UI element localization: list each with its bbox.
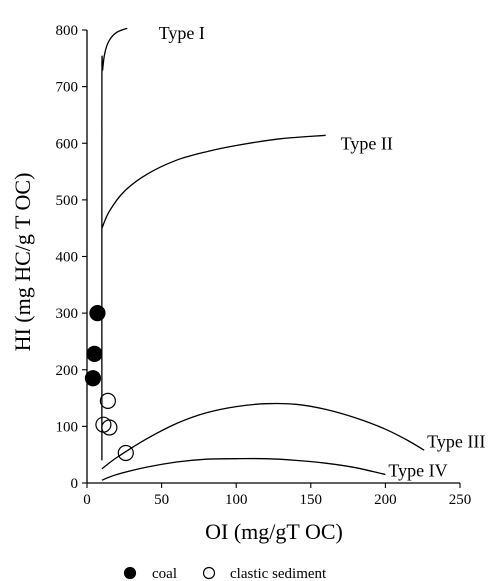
y-tick-label: 600: [56, 136, 79, 152]
x-tick-label: 250: [449, 492, 472, 508]
y-tick-label: 0: [71, 476, 79, 492]
curve-type-ii: [101, 134, 326, 229]
y-tick-label: 800: [56, 23, 79, 39]
point-clastic-sediment: [99, 392, 116, 409]
legend: coal clastic sediment: [123, 566, 327, 581]
legend-marker-clastic-sediment: [202, 566, 216, 580]
x-tick-label: 200: [374, 492, 397, 508]
ticks-layer: 0 50 100 150 200 250 0 100 200 300 400 500 600 700 800: [56, 23, 472, 508]
y-tick-label: 100: [56, 419, 79, 435]
y-tick-label: 300: [56, 306, 79, 322]
curve-labels-layer: Type I Type II Type III Type IV: [159, 23, 486, 481]
x-tick-label: 0: [83, 492, 91, 508]
x-tick-label: 150: [300, 492, 323, 508]
legend-label-clastic-sediment: clastic sediment: [230, 566, 327, 581]
point-coal: [86, 345, 103, 362]
curves-layer: [101, 27, 425, 481]
y-tick-label: 200: [56, 363, 79, 379]
curve-label-type-i: Type I: [159, 23, 205, 43]
y-tick-label: 400: [56, 250, 79, 266]
point-coal: [84, 370, 102, 387]
point-clastic-sediment: [117, 444, 134, 462]
curve-label-type-iii: Type III: [427, 432, 485, 452]
points-layer: [84, 305, 134, 462]
legend-marker-coal: [123, 566, 137, 580]
curve-type-iv: [101, 457, 386, 481]
y-axis-title: HI (mg HC/g T OC): [10, 173, 35, 352]
axes-layer: [86, 30, 460, 484]
point-coal: [89, 305, 106, 322]
y-tick-label: 500: [56, 193, 79, 209]
y-tick-label: 700: [56, 80, 79, 96]
curve-type-i: [101, 27, 128, 461]
x-tick-label: 100: [225, 492, 248, 508]
curve-label-type-ii: Type II: [341, 133, 393, 153]
x-tick-label: 50: [154, 492, 169, 508]
curve-label-type-iv: Type IV: [388, 461, 447, 481]
x-axis-title: OI (mg/gT OC): [205, 519, 343, 544]
legend-label-coal: coal: [152, 566, 177, 581]
point-clastic-sediment: [101, 419, 118, 436]
curve-type-iii: [101, 402, 425, 470]
